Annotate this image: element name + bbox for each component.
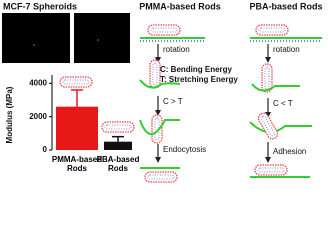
step-label: Endocytosis: [163, 145, 206, 154]
y-tick-label: 2000: [29, 112, 47, 121]
rod-icon: [101, 121, 135, 133]
y-tick-label: 4000: [29, 78, 47, 87]
membrane: [249, 121, 312, 133]
speck: [33, 44, 35, 46]
y-axis-label: Modulus (MPa): [5, 86, 14, 143]
rod-icon: [151, 114, 163, 144]
step-label: Adhesion: [273, 147, 306, 156]
panel-title: PMMA-based Rods: [139, 1, 221, 11]
legend-text: C: Bending Energy: [160, 65, 233, 74]
y-tick-label: 0: [43, 145, 48, 154]
rod-icon: [144, 171, 178, 183]
figure-graphics: MCF-7 Spheroids Modulus (MPa) 020004000 …: [2, 1, 323, 183]
x-tick-label: PBA-based Rods: [96, 155, 140, 173]
rod-icon: [147, 24, 181, 36]
bar-chart: 0 2000 4000: [29, 75, 132, 154]
step-label: rotation: [163, 45, 190, 54]
step-label: C < T: [273, 99, 293, 108]
rod-icon: [254, 164, 288, 176]
panel-title: MCF-7 Spheroids: [3, 1, 77, 11]
bar: [104, 141, 132, 150]
speck: [97, 39, 99, 41]
membrane: [139, 79, 181, 89]
x-tick-label: PMMA-based Rods: [51, 155, 103, 173]
panel-title: PBA-based Rods: [249, 1, 322, 11]
figure: MCF-7 Spheroids Modulus (MPa) 0 2000 4000 …: [2, 1, 323, 183]
step-label: C > T: [163, 97, 183, 106]
rod-icon: [256, 110, 280, 142]
bar: [56, 106, 98, 150]
rod-icon: [255, 24, 289, 36]
rod-icon: [59, 76, 93, 88]
membrane: [251, 83, 300, 92]
microscopy-image: [74, 13, 130, 63]
legend-text: T: Stretching Energy: [160, 75, 238, 84]
step-label: rotation: [273, 45, 300, 54]
rod-icon: [149, 59, 161, 89]
microscopy-image: [2, 13, 70, 63]
membrane: [139, 119, 180, 135]
